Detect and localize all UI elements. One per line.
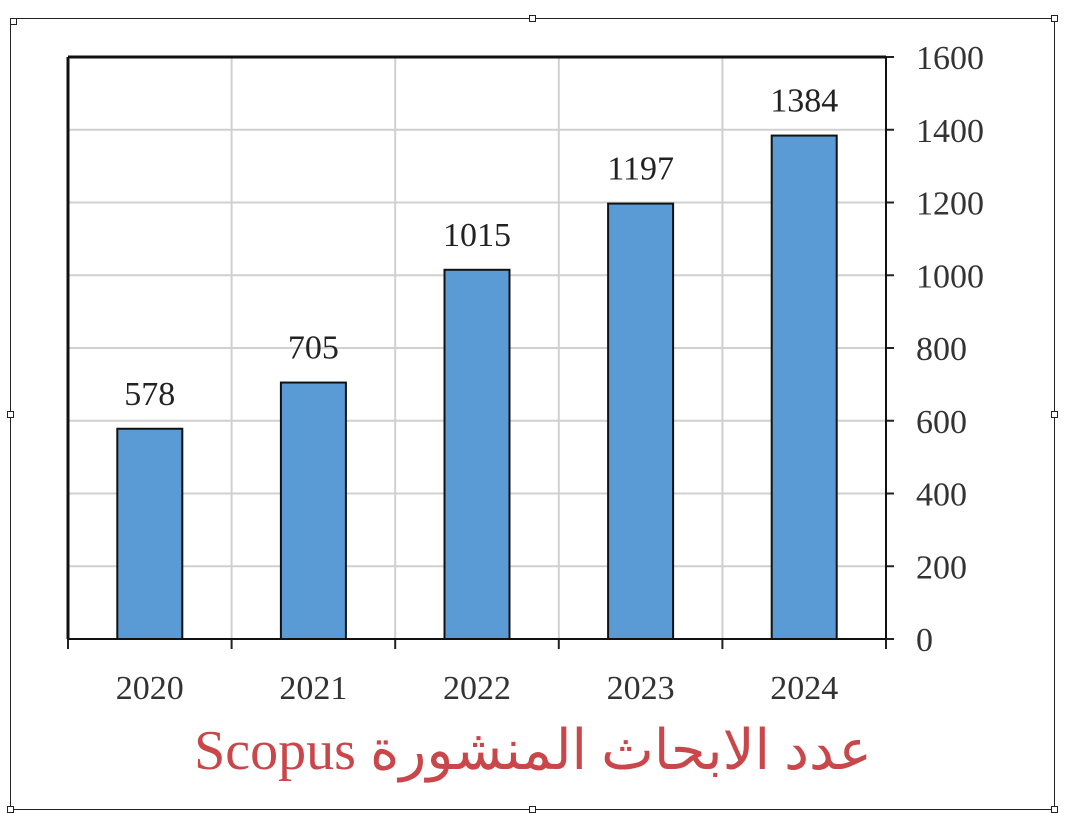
bar-2023	[607, 202, 675, 640]
x-tick-label: 2021	[279, 670, 347, 707]
resize-handle[interactable]	[1051, 411, 1058, 418]
y-tick-label: 800	[916, 331, 967, 368]
resize-handle[interactable]	[1051, 15, 1058, 22]
data-label: 1015	[443, 217, 511, 254]
y-tick-label: 1200	[916, 186, 984, 223]
data-label: 1197	[607, 151, 674, 188]
data-label: 705	[288, 330, 339, 367]
resize-handle[interactable]	[10, 18, 17, 25]
y-tick-label: 0	[916, 622, 933, 659]
resize-handle[interactable]	[7, 411, 14, 418]
x-tick-label: 2022	[443, 670, 511, 707]
x-tick-label: 2024	[770, 670, 838, 707]
bar-2020	[116, 427, 184, 640]
y-tick-label: 1400	[916, 113, 984, 150]
bar-2021	[279, 381, 347, 640]
bar-2022	[443, 268, 511, 640]
x-tick-label: 2020	[116, 670, 184, 707]
bar-2024	[770, 134, 838, 640]
y-tick-label: 1600	[916, 40, 984, 77]
data-label: 578	[124, 376, 175, 413]
resize-handle[interactable]	[529, 15, 536, 22]
chart-title: عدد الابحاث المنشورة Scopus	[194, 720, 872, 782]
x-tick-label: 2023	[607, 670, 675, 707]
data-label: 1384	[770, 83, 838, 120]
y-tick-label: 400	[916, 477, 967, 514]
y-tick-label: 600	[916, 404, 967, 441]
y-tick-label: 1000	[916, 258, 984, 295]
y-tick-label: 200	[916, 549, 967, 586]
